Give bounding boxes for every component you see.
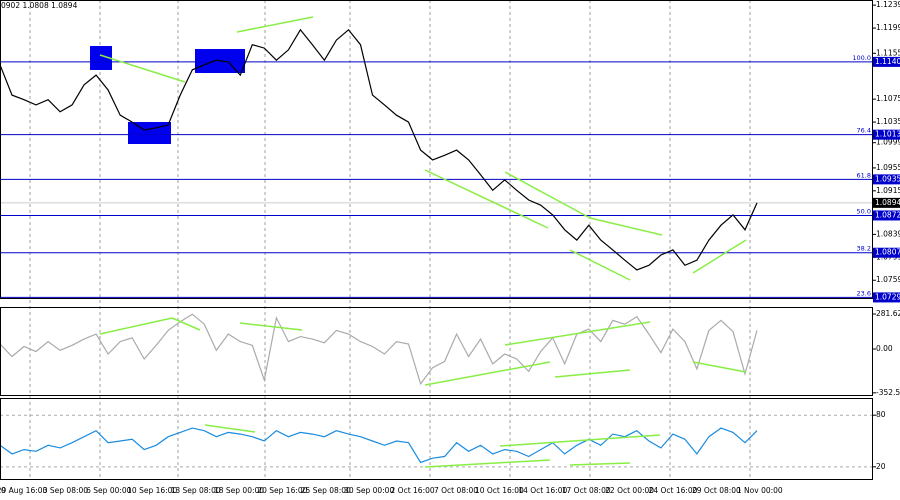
y-tick-label: 1.1155 xyxy=(876,48,900,57)
divergence-line xyxy=(204,424,256,433)
x-tick-label: 29 Aug 16:00 xyxy=(0,486,48,495)
fib-level-name: 100.0 xyxy=(852,54,871,62)
fib-level-label: 1.0729 xyxy=(875,292,900,301)
y-tick-label: 1.0955 xyxy=(876,163,900,172)
fib-level-box xyxy=(873,174,900,185)
panel-frame xyxy=(0,307,873,396)
y-tick-label: 1.1239 xyxy=(876,0,900,9)
divergence-line xyxy=(569,462,631,466)
x-tick-label: 10 Oct 16:00 xyxy=(475,486,524,495)
divergence-line xyxy=(239,322,303,331)
x-tick-label: 30 Sep 00:00 xyxy=(344,486,394,495)
divergence-line xyxy=(424,361,551,386)
zone-box xyxy=(128,122,171,144)
x-tick-label: 25 Sep 08:00 xyxy=(301,486,351,495)
divergence-line xyxy=(692,361,747,373)
chart-title: 0902 1.0808 1.0894 xyxy=(1,1,78,10)
vertical-grid xyxy=(29,0,751,480)
y-tick-label: 1.0915 xyxy=(876,186,900,195)
fib-level-name: 61.8 xyxy=(857,171,871,179)
fib-level-label: 1.1140 xyxy=(875,57,900,66)
x-tick-label: 3 Sep 08:00 xyxy=(43,486,89,495)
x-tick-label: 14 Oct 16:00 xyxy=(518,486,567,495)
y-tick-label: 1.0759 xyxy=(876,275,900,284)
fib-level-label: 1.1013 xyxy=(875,130,900,139)
blue-boxes xyxy=(90,46,245,144)
divergence-line xyxy=(692,239,747,274)
y-tick-label: 1.0839 xyxy=(876,229,900,238)
divergence-line xyxy=(504,171,591,219)
series-line xyxy=(0,427,758,464)
x-tick-label: 22 Oct 00:00 xyxy=(605,486,654,495)
divergence-line xyxy=(236,16,314,33)
fib-level-box xyxy=(873,56,900,67)
current-price-label: 1.0894 xyxy=(875,198,900,207)
fib-level-name: 38.2 xyxy=(857,245,871,253)
y-tick-label: 1.0999 xyxy=(876,138,900,147)
fib-level-name: 23.6 xyxy=(857,289,871,297)
x-tick-label: 29 Oct 08:00 xyxy=(692,486,741,495)
panel-frames xyxy=(0,0,873,480)
divergence-line xyxy=(424,169,549,229)
fib-level-label: 1.0872 xyxy=(875,210,900,219)
fib-level-box xyxy=(873,247,900,258)
y-tick-label: 281.6237 xyxy=(876,309,900,318)
x-tick-label: 6 Sep 00:00 xyxy=(86,486,132,495)
series-line xyxy=(0,28,758,271)
x-tick-label: 2 Oct 16:00 xyxy=(391,486,435,495)
series-line xyxy=(0,313,758,386)
divergence-line xyxy=(589,217,663,236)
divergence-line xyxy=(171,317,201,331)
fib-level-box xyxy=(873,292,900,303)
divergence-line xyxy=(554,369,631,378)
x-tick-label: 7 Oct 08:00 xyxy=(434,486,478,495)
y-tick-label: 0.00 xyxy=(876,344,893,353)
fib-level-label: 1.0935 xyxy=(875,174,900,183)
x-tick-label: 1 Nov 00:00 xyxy=(737,486,783,495)
y-tick-label: 80 xyxy=(876,410,886,419)
fib-level-name: 76.4 xyxy=(857,127,871,135)
divergence-line xyxy=(99,54,186,83)
x-tick-label: 24 Oct 16:00 xyxy=(649,486,698,495)
y-tick-label: 1.1075 xyxy=(876,94,900,103)
divergence-line xyxy=(499,434,661,447)
zone-box xyxy=(90,46,112,70)
fib-level-name: 50.0 xyxy=(857,207,871,215)
x-tick-label: 20 Sep 16:00 xyxy=(257,486,307,495)
divergence-line xyxy=(504,321,651,346)
y-tick-label: 20 xyxy=(876,462,886,471)
panel-frame xyxy=(0,0,873,299)
y-tick-label: -352.570 xyxy=(876,388,900,397)
x-tick-label: 18 Sep 00:00 xyxy=(214,486,264,495)
fib-level-box xyxy=(873,210,900,221)
divergence-line xyxy=(424,459,551,468)
current-price-box xyxy=(873,197,900,208)
x-tick-label: 13 Sep 08:00 xyxy=(171,486,221,495)
divergence-line xyxy=(99,317,173,335)
fib-level-label: 1.0807 xyxy=(875,248,900,257)
x-tick-label: 10 Sep 16:00 xyxy=(127,486,177,495)
x-tick-label: 0 xyxy=(1,486,6,495)
fib-level-box xyxy=(873,129,900,140)
x-tick-label: 17 Oct 08:00 xyxy=(562,486,611,495)
divergence-line xyxy=(569,249,631,281)
panel-frame xyxy=(0,398,873,480)
y-tick-label: 1.1199 xyxy=(876,23,900,32)
y-tick-label: 1.1035 xyxy=(876,117,900,126)
divergence-lines xyxy=(99,16,747,468)
